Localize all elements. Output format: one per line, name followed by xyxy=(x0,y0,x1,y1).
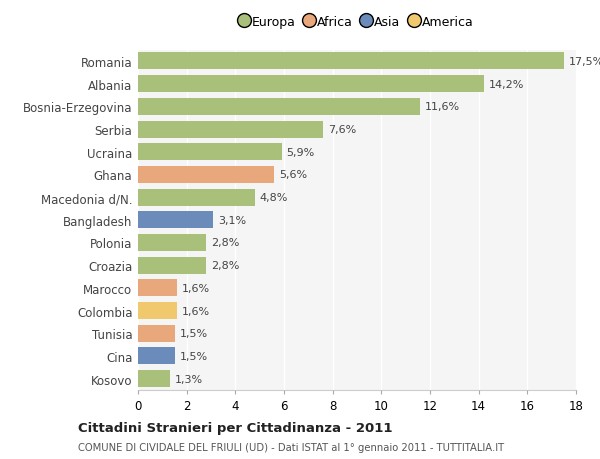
Text: 5,9%: 5,9% xyxy=(286,147,314,157)
Legend: Europa, Africa, Asia, America: Europa, Africa, Asia, America xyxy=(241,16,473,29)
Bar xyxy=(138,144,281,161)
Bar xyxy=(138,325,175,342)
Text: 1,6%: 1,6% xyxy=(182,283,210,293)
Bar xyxy=(138,257,206,274)
Bar xyxy=(138,302,177,319)
Bar xyxy=(138,212,214,229)
Bar xyxy=(138,53,564,70)
Text: 2,8%: 2,8% xyxy=(211,238,239,248)
Text: 3,1%: 3,1% xyxy=(218,215,247,225)
Bar xyxy=(138,348,175,364)
Text: 4,8%: 4,8% xyxy=(260,193,288,203)
Text: 1,3%: 1,3% xyxy=(175,374,203,384)
Text: 7,6%: 7,6% xyxy=(328,125,356,135)
Text: 5,6%: 5,6% xyxy=(279,170,307,180)
Bar xyxy=(138,99,420,116)
Bar xyxy=(138,76,484,93)
Bar xyxy=(138,370,170,387)
Text: 1,5%: 1,5% xyxy=(179,351,208,361)
Text: COMUNE DI CIVIDALE DEL FRIULI (UD) - Dati ISTAT al 1° gennaio 2011 - TUTTITALIA.: COMUNE DI CIVIDALE DEL FRIULI (UD) - Dat… xyxy=(78,442,504,452)
Bar xyxy=(138,235,206,252)
Text: 1,5%: 1,5% xyxy=(179,329,208,339)
Text: 1,6%: 1,6% xyxy=(182,306,210,316)
Text: 14,2%: 14,2% xyxy=(488,79,524,90)
Text: 2,8%: 2,8% xyxy=(211,261,239,271)
Bar xyxy=(138,280,177,297)
Text: 17,5%: 17,5% xyxy=(569,57,600,67)
Text: 11,6%: 11,6% xyxy=(425,102,460,112)
Bar xyxy=(138,167,274,184)
Text: Cittadini Stranieri per Cittadinanza - 2011: Cittadini Stranieri per Cittadinanza - 2… xyxy=(78,421,392,434)
Bar xyxy=(138,189,255,206)
Bar xyxy=(138,121,323,138)
